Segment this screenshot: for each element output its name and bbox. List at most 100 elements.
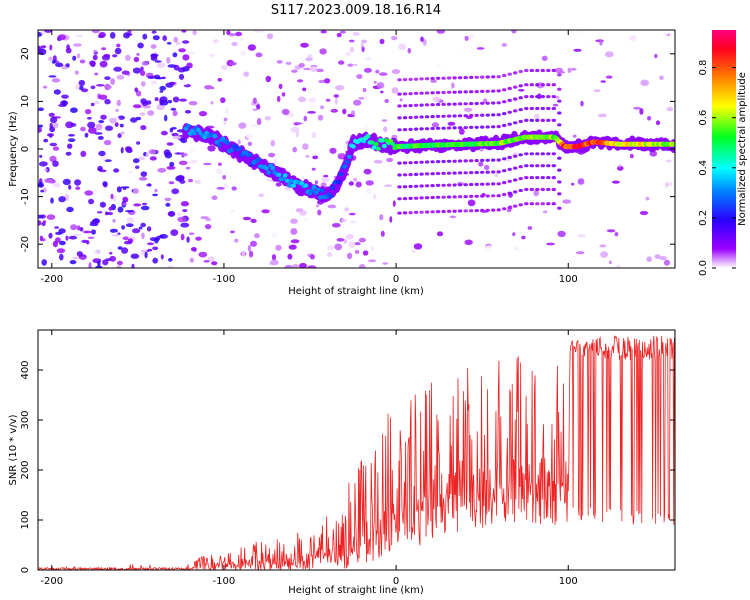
noise-blob [198,251,208,258]
x-tick-label: 0 [393,576,399,587]
noise-blob [39,154,43,158]
noise-blob [110,193,114,200]
ridge-point [328,194,334,199]
noise-blob [358,96,365,100]
harmonic-band-point [546,95,551,99]
harmonic-band-point [435,183,441,187]
noise-blob [514,246,520,251]
noise-blob [647,116,652,121]
noise-blob [52,160,59,167]
harmonic-band-point [463,114,468,118]
colorbar: 0.0 0.2 0.4 0.6 0.8 Normalized spectral ampl… [698,30,748,276]
harmonic-band-point [402,173,408,177]
noise-blob [229,167,234,173]
harmonic-band-point [474,194,479,198]
harmonic-band-point [402,116,408,120]
noise-blob [315,204,320,208]
ridge-point [336,179,342,185]
harmonic-band-point [419,127,424,131]
harmonic-band-point [397,78,402,82]
harmonic-band-point [540,187,545,192]
noise-blob [38,107,44,112]
harmonic-band-point [457,195,463,199]
harmonic-band-point [452,90,457,94]
noise-blob [59,240,66,246]
harmonic-band-point [551,68,556,73]
y-tick-label: -20 [20,236,31,252]
noise-blob [364,125,369,131]
noise-blob [252,97,257,104]
spectrogram-xlabel: Height of straight line (km) [288,286,424,297]
noise-blob [478,161,484,167]
harmonic-band-point [557,156,562,160]
noise-blob [177,67,186,73]
noise-blob [68,184,72,190]
harmonic-band-point [524,152,529,156]
noise-blob [411,249,416,254]
noise-blob [133,188,139,195]
harmonic-band-point [446,159,452,163]
harmonic-band-point [457,159,463,163]
noise-blob [148,149,157,155]
ridge-point [247,152,253,158]
ridge-point [330,185,336,190]
noise-blob [48,232,53,239]
harmonic-band-point [546,202,551,206]
harmonic-band-point [480,194,485,198]
noise-blob [133,104,142,109]
noise-blob [167,265,174,268]
harmonic-band-point [463,171,468,175]
harmonic-band-point [529,68,534,73]
noise-blob [159,102,165,106]
noise-blob [164,197,172,202]
noise-blob [132,158,140,164]
noise-blob [541,55,548,61]
noise-blob [109,255,116,262]
harmonic-band-point [518,165,523,169]
harmonic-band-point [413,210,419,214]
ridge-point [365,133,371,139]
harmonic-band-point [402,128,408,132]
noise-blob [629,153,634,159]
ridge-point [371,145,377,150]
noise-blob [290,126,300,133]
harmonic-band-point [480,75,485,79]
noise-blob [360,43,364,48]
noise-blob [458,128,465,135]
noise-blob [122,202,127,206]
harmonic-band-point [496,182,501,186]
harmonic-band-point [441,90,446,95]
noise-blob [237,80,246,86]
noise-blob [312,155,319,160]
noise-blob [299,210,307,216]
noise-blob [231,41,238,47]
ridge-point [284,178,290,183]
noise-blob [150,44,157,49]
harmonic-band-point [469,194,474,198]
harmonic-band-point [441,102,446,106]
harmonic-band-point [513,121,518,125]
noise-blob [74,70,79,75]
noise-blob [203,260,210,263]
colorbar-tick-label: 0.2 [698,210,709,226]
harmonic-band-point [502,73,507,78]
noise-blob [187,178,194,183]
noise-blob [142,202,147,206]
harmonic-band-point [402,78,408,82]
noise-blob [649,150,658,157]
y-tick-label: 0 [20,146,31,152]
noise-blob [231,186,237,191]
noise-blob [140,70,146,76]
noise-blob [156,104,165,111]
harmonic-band-point [474,182,479,186]
noise-blob [154,188,158,193]
noise-blob [75,84,80,90]
harmonic-band-point [424,115,430,119]
y-tick-label: 300 [20,410,31,429]
harmonic-band-point [546,152,551,156]
noise-blob [160,254,164,260]
noise-blob [391,69,401,75]
harmonic-band-point [557,123,562,127]
noise-blob [348,39,355,43]
